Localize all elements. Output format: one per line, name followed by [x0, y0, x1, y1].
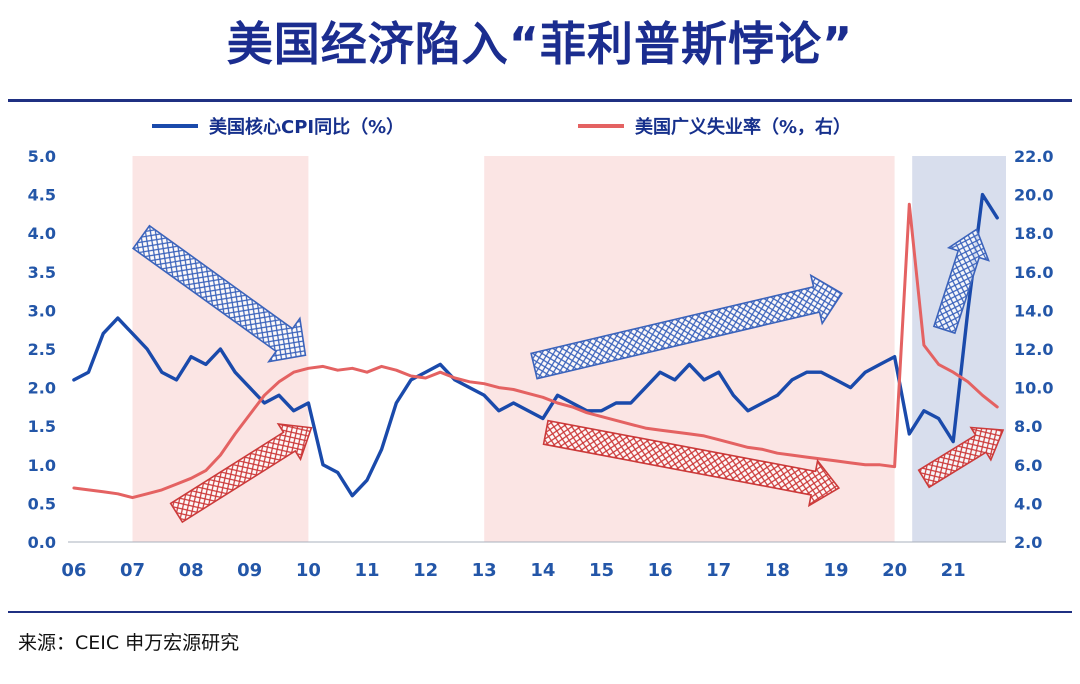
x-axis-tick-label: 19 [823, 560, 848, 581]
right-axis-tick-label: 14.0 [1014, 301, 1053, 320]
x-axis-tick-label: 09 [237, 560, 262, 581]
left-axis-tick-label: 5.0 [28, 148, 56, 166]
left-axis-tick-label: 4.0 [28, 224, 56, 243]
x-axis-tick-label: 10 [296, 560, 321, 581]
x-axis-tick-label: 06 [61, 560, 86, 581]
trend-arrow-cpi [932, 228, 990, 335]
unemployment-line [72, 202, 999, 500]
legend-label-unemployment: 美国广义失业率（%，右） [635, 117, 852, 138]
unemployment-line-swatch [578, 124, 624, 128]
x-axis-tick-label: 12 [413, 560, 438, 581]
cpi-line [72, 192, 999, 498]
right-axis-tick-label: 22.0 [1014, 148, 1053, 166]
source-divider [8, 611, 1072, 613]
right-axis-tick-label: 8.0 [1014, 417, 1042, 436]
legend-item-cpi: 美国核心CPI同比（%） [152, 112, 404, 140]
left-axis-tick-label: 1.5 [28, 417, 56, 436]
trend-arrow-cpi [132, 224, 307, 363]
left-axis-tick-label: 3.5 [28, 263, 56, 282]
trend-arrow-unemployment [169, 422, 313, 524]
title-divider [8, 99, 1072, 102]
x-axis-tick-label: 13 [472, 560, 497, 581]
cpi-line-swatch [152, 124, 198, 128]
phillips-paradox-chart: 5.0 4.5 4.0 3.5 3.0 2.5 2.0 1.5 1.0 0.5 0.0 22.0 20.… [28, 148, 1054, 581]
x-axis-tick-label: 20 [882, 560, 907, 581]
trend-arrow-unemployment [917, 426, 1005, 489]
right-axis-tick-label: 16.0 [1014, 263, 1053, 282]
right-axis-tick-label: 10.0 [1014, 379, 1053, 398]
x-axis-tick-label: 11 [354, 560, 379, 581]
x-axis-tick-label: 14 [530, 560, 555, 581]
chart-title: 美国经济陷入“菲利普斯悖论” [226, 17, 854, 71]
right-axis-tick-label: 20.0 [1014, 186, 1053, 205]
left-axis-tick-label: 4.5 [28, 186, 56, 205]
x-axis-tick-label: 21 [941, 560, 966, 581]
right-axis-tick-label: 4.0 [1014, 494, 1042, 513]
x-axis-tick-label: 07 [120, 560, 145, 581]
trend-arrow-cpi [530, 273, 843, 380]
x-axis-tick-label: 16 [648, 560, 673, 581]
right-axis-tick-label: 6.0 [1014, 456, 1042, 475]
source-note: 来源：CEIC 申万宏源研究 [18, 632, 240, 654]
left-axis-tick-label: 2.0 [28, 379, 56, 398]
left-axis-tick-label: 3.0 [28, 301, 56, 320]
trend-arrow-unemployment [542, 419, 841, 508]
x-axis-tick-label: 08 [179, 560, 204, 581]
left-axis-tick-label: 2.5 [28, 340, 56, 359]
legend-item-unemployment: 美国广义失业率（%，右） [578, 112, 851, 140]
left-axis-tick-label: 0.5 [28, 494, 56, 513]
right-axis-tick-label: 2.0 [1014, 533, 1042, 552]
x-axis-tick-label: 18 [765, 560, 790, 581]
x-axis-tick-label: 17 [706, 560, 731, 581]
legend: 美国核心CPI同比（%） 美国广义失业率（%，右） [0, 112, 1080, 142]
right-axis-tick-label: 12.0 [1014, 340, 1053, 359]
left-axis-tick-label: 0.0 [28, 533, 56, 552]
right-axis-tick-label: 18.0 [1014, 224, 1053, 243]
legend-label-cpi: 美国核心CPI同比（%） [209, 117, 405, 138]
left-axis-tick-label: 1.0 [28, 456, 56, 475]
x-axis-tick-label: 15 [589, 560, 614, 581]
